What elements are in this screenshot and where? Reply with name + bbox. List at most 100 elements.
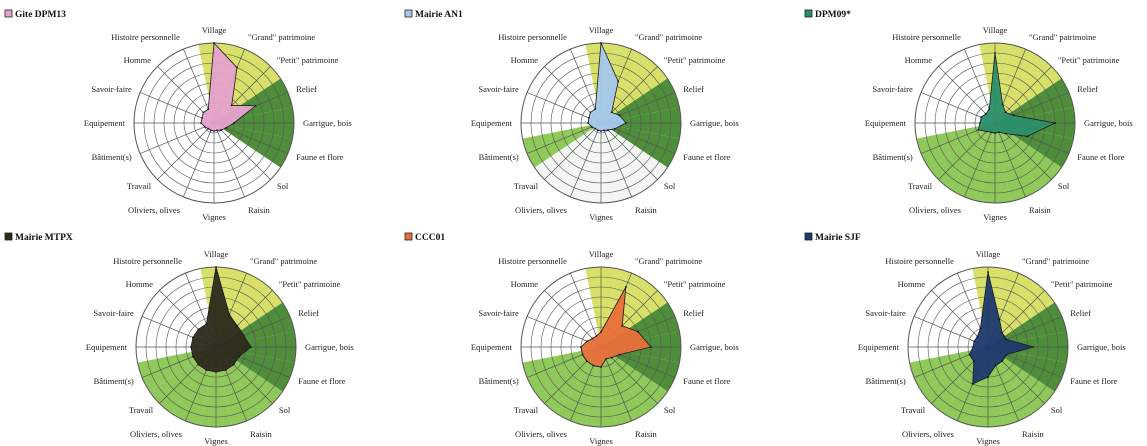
background-sector-b-timent-s [916,123,995,168]
data-point [1026,135,1029,138]
axis-label-petit-patrimoine: "Petit" patrimoine [664,279,726,289]
data-point [1005,353,1008,356]
axis-label-savoir-faire: Savoir-faire [865,308,906,318]
axis-label-raisin: Raisin [635,429,657,439]
grid-spoke [544,290,602,348]
legend-label: DPM09* [815,10,851,20]
data-point [600,366,602,368]
axis-label-savoir-faire: Savoir-faire [93,308,134,318]
legend-label: CCC01 [415,233,445,243]
background-sector-oliviers-olives [556,347,601,426]
axis-label-sol: Sol [664,405,676,415]
data-point [624,286,627,288]
background-sector-relief [988,302,1067,347]
background-sector-b-timent-s [909,347,988,392]
background-sector-raisin [988,347,1033,426]
axis-label-equipement: Equipement [858,342,900,352]
data-point [595,335,598,337]
data-point [233,122,235,124]
data-point [586,340,589,343]
data-point [594,108,597,111]
axis-label-travail: Travail [901,405,926,415]
axis-label-raisin: Raisin [1022,429,1044,439]
axis-label-grand-patrimoine: "Grand" patrimoine [1022,256,1089,266]
axis-label-vignes: Vignes [589,436,613,446]
data-point [232,363,235,366]
data-point [236,66,238,69]
data-point [597,129,599,132]
data-point [1001,360,1004,363]
data-point [590,125,593,128]
axis-label-village: Village [983,25,1008,35]
background-sector-relief [601,78,680,123]
data-point [200,122,202,124]
data-point [203,125,206,128]
data-point [600,42,602,44]
axis-label-sol: Sol [279,405,291,415]
grid-spoke [544,122,602,180]
data-point [587,122,589,124]
data-point [225,127,227,129]
axis-label-petit-patrimoine: "Petit" patrimoine [1058,55,1120,65]
data-point [621,324,624,327]
axis-label-garrigue-bois: Garrigue, bois [1084,118,1133,128]
data-point [987,271,989,273]
data-point [192,355,194,358]
axis-label-petit-patrimoine: "Petit" patrimoine [277,55,339,65]
data-point [581,353,584,356]
data-point [979,122,981,124]
radar-chart-mairie-sjf: Village "Grand" patrimoine "Petit" patrimo… [804,232,1126,446]
data-point [589,111,592,114]
grid-spoke [600,122,632,198]
grid-spoke [526,122,602,154]
axis-label-village: Village [202,25,227,35]
data-point [605,358,607,360]
data-point [250,346,252,348]
axis-label-oliviers-olives: Oliviers, olives [130,429,182,439]
axis-label-grand-patrimoine: "Grand" patrimoine [1029,32,1096,42]
grid-spoke [213,122,271,180]
axis-label-village: Village [204,249,229,259]
legend-swatch [804,9,813,18]
axis-label-homme: Homme [511,55,539,65]
axis-label-raisin: Raisin [1029,205,1051,215]
data-point [997,131,1000,134]
data-point [205,323,208,325]
data-point [238,355,241,358]
data-point [610,356,613,359]
axis-label-vignes: Vignes [202,212,226,222]
axis-label-grand-patrimoine: "Grand" patrimoine [250,256,317,266]
data-point [228,313,231,316]
radar-chart-mairie-mtpx: Village "Grand" patrimoine "Petit" patrimo… [4,232,354,446]
data-point [205,369,208,371]
data-point [1012,114,1015,117]
data-point [637,330,639,333]
data-point [980,116,983,119]
axis-label-oliviers-olives: Oliviers, olives [128,205,180,215]
data-point [197,363,200,366]
grid-spoke [157,122,215,180]
axis-label-faune-et-flore: Faune et flore [1070,376,1117,386]
axis-label-relief: Relief [1070,308,1091,318]
data-point [988,108,991,111]
data-point [1004,132,1007,135]
axis-label-equipement: Equipement [865,118,907,128]
legend-swatch [4,9,13,18]
axis-label-homme: Homme [905,55,933,65]
legend-label: Mairie SJF [815,233,861,243]
axis-label-raisin: Raisin [635,205,657,215]
data-point [190,346,192,348]
data-point [254,104,257,107]
legend-swatch [404,232,413,241]
axis-label-sol: Sol [277,181,289,191]
radar-chart-dpm09: Village "Grand" patrimoine "Petit" patrimo… [804,9,1133,222]
grid-spoke [183,122,215,198]
axis-label-travail: Travail [127,181,152,191]
data-point [1001,331,1004,334]
data-point [201,117,203,119]
data-point [230,104,233,107]
axis-label-relief: Relief [683,84,704,94]
axis-label-petit-patrimoine: "Petit" patrimoine [1051,279,1113,289]
axis-label-histoire-personnelle: Histoire personnelle [892,32,961,42]
axis-label-homme: Homme [124,55,152,65]
